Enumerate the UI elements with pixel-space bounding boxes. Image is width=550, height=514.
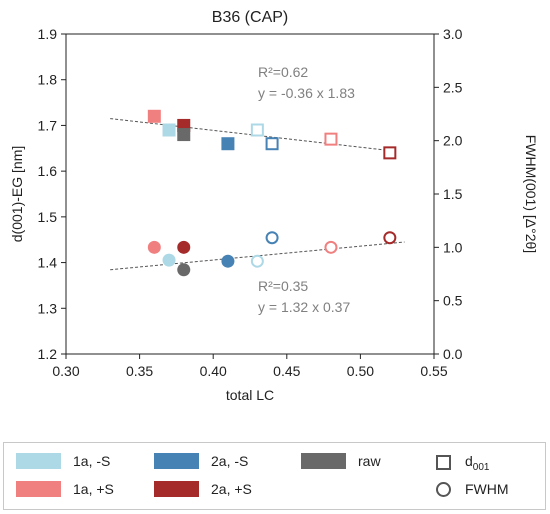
axes: 0.30 0.35 0.40 0.45 0.50 0.55 1.2 1.3 1.4 1.5 1.6 1… <box>38 26 463 379</box>
legend-item-2a-plus-s: 2a, +S <box>154 481 252 497</box>
y-left-tick-label: 1.5 <box>38 209 58 225</box>
legend-swatch <box>154 453 199 469</box>
y-left-tick-label: 1.9 <box>38 26 58 42</box>
y-right-tick-label: 1.0 <box>443 239 463 255</box>
legend-label: FWHM <box>465 481 509 497</box>
annotation-fwhm-equation: y = 1.32 x 0.37 <box>258 299 350 315</box>
y-right-tick-label: 2.5 <box>443 79 463 95</box>
x-tick-label: 0.30 <box>52 363 79 379</box>
legend-label: d001 <box>465 453 490 473</box>
fwhm-marker-2a-s <box>265 231 279 245</box>
chart: B36 (CAP) 0.30 0.35 0.40 0.45 0.50 0.55 1.2 1.3… <box>9 9 539 403</box>
y-left-tick-label: 1.8 <box>38 72 58 88</box>
fwhm-marker-2a-s <box>177 240 191 254</box>
y-right-tick-label: 0.5 <box>443 293 463 309</box>
circle-marker-icon <box>436 481 451 497</box>
chart-title: B36 (CAP) <box>212 9 288 26</box>
legend-label: 2a, +S <box>211 481 252 497</box>
legend-label: 2a, -S <box>211 453 249 469</box>
y-right-tick-label: 2.0 <box>443 133 463 149</box>
plot-frame <box>65 33 435 355</box>
y-axis-left-label: d(001)-EG [nm] <box>9 146 25 242</box>
legend-item-2a-minus-s: 2a, -S <box>154 453 248 469</box>
d001-marker-1a-s <box>147 109 161 123</box>
y-right-tick-label: 0.0 <box>443 346 463 362</box>
x-tick-label: 0.35 <box>126 363 153 379</box>
x-axis-label: total LC <box>226 387 274 403</box>
y-axis-right-label: FWHM(001) [Δ°2θ] <box>523 135 539 253</box>
legend-item-raw: raw <box>301 453 381 469</box>
x-tick-label: 0.45 <box>273 363 300 379</box>
d001-marker-1a-s <box>250 123 264 137</box>
fwhm-marker-2a-s <box>221 254 235 268</box>
legend-label: 1a, +S <box>73 481 114 497</box>
legend: 1a, -S 1a, +S 2a, -S 2a, +S raw d001 FWH… <box>3 442 546 510</box>
fwhm-marker-1a-s <box>147 240 161 254</box>
legend-swatch <box>16 453 61 469</box>
y-left-tick-label: 1.2 <box>38 346 58 362</box>
legend-item-fwhm: FWHM <box>436 481 509 497</box>
y-left-tick-label: 1.3 <box>38 300 58 316</box>
d001-marker-2a-s <box>383 146 397 160</box>
y-left-tick-label: 1.7 <box>38 117 58 133</box>
legend-item-1a-minus-s: 1a, -S <box>16 453 110 469</box>
legend-item-d001: d001 <box>436 453 489 473</box>
annotation-fwhm-r2: R²=0.35 <box>258 278 308 294</box>
fwhm-marker-1a-s <box>324 240 338 254</box>
square-marker-icon <box>436 455 451 471</box>
d001-marker-1a-s <box>324 132 338 146</box>
legend-item-1a-plus-s: 1a, +S <box>16 481 114 497</box>
annotation-d001-equation: y = -0.36 x 1.83 <box>258 85 355 101</box>
d001-marker-1a-s <box>162 123 176 137</box>
fwhm-marker-1a-s <box>250 254 264 268</box>
legend-swatch <box>16 481 61 497</box>
fwhm-marker-raw <box>177 263 191 277</box>
y-left-tick-label: 1.4 <box>38 255 58 271</box>
legend-swatch <box>154 481 199 497</box>
legend-swatch <box>301 453 346 469</box>
d001-marker-2a-s <box>265 137 279 151</box>
legend-label: raw <box>358 453 381 469</box>
fwhm-marker-2a-s <box>383 231 397 245</box>
y-right-tick-label: 3.0 <box>443 26 463 42</box>
trendline-d001 <box>110 118 390 152</box>
legend-label: 1a, -S <box>73 453 111 469</box>
data-markers <box>147 109 397 277</box>
x-tick-label: 0.40 <box>200 363 227 379</box>
y-left-tick-label: 1.6 <box>38 163 58 179</box>
annotation-d001-r2: R²=0.62 <box>258 64 308 80</box>
d001-marker-raw <box>177 128 191 142</box>
d001-marker-2a-s <box>221 137 235 151</box>
x-tick-label: 0.50 <box>347 363 374 379</box>
y-right-tick-label: 1.5 <box>443 186 463 202</box>
fwhm-marker-1a-s <box>162 253 176 267</box>
x-tick-label: 0.55 <box>420 363 447 379</box>
